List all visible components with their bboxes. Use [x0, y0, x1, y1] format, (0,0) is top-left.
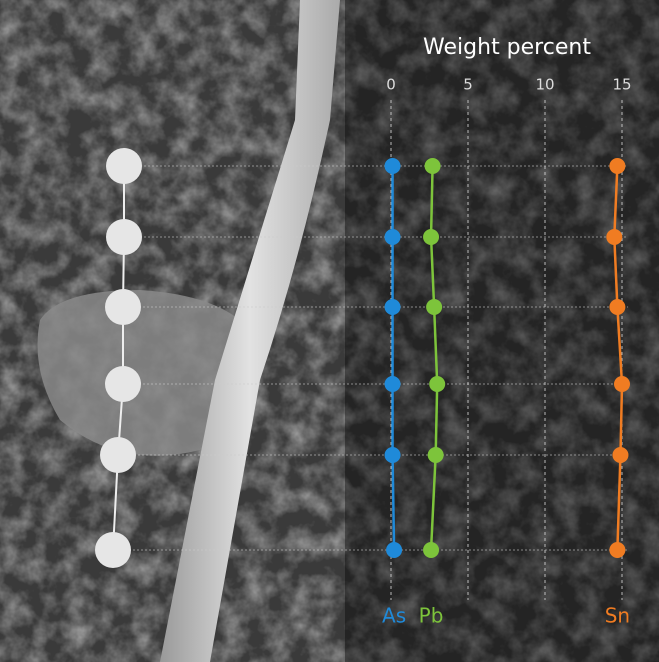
sample-marker — [106, 148, 142, 184]
sample-marker — [95, 532, 131, 568]
point — [385, 299, 401, 315]
point — [612, 447, 628, 463]
point — [609, 158, 625, 174]
x-tick-label: 10 — [535, 76, 554, 94]
legend-label: Sn — [605, 604, 630, 628]
legend-label: As — [382, 604, 406, 628]
point — [385, 158, 401, 174]
point — [609, 542, 625, 558]
point — [423, 229, 439, 245]
point — [423, 542, 439, 558]
sample-marker — [106, 219, 142, 255]
point — [386, 542, 402, 558]
point — [606, 229, 622, 245]
sample-marker — [105, 289, 141, 325]
point — [385, 376, 401, 392]
point — [428, 447, 444, 463]
x-tick-label: 0 — [386, 76, 396, 94]
point — [614, 376, 630, 392]
x-tick-label: 5 — [463, 76, 473, 94]
chart: Weight percent 0 5 10 15 As Pb Sn — [0, 0, 659, 662]
point — [385, 229, 401, 245]
point — [609, 299, 625, 315]
sample-marker — [105, 366, 141, 402]
point — [429, 376, 445, 392]
legend-label: Pb — [419, 604, 444, 628]
point — [385, 447, 401, 463]
chart-title: Weight percent — [423, 35, 591, 60]
x-tick-label: 15 — [612, 76, 631, 94]
point — [426, 299, 442, 315]
sample-marker — [100, 437, 136, 473]
page: Weight percent 051015AsPbSn (() => { con… — [0, 0, 659, 662]
point — [425, 158, 441, 174]
